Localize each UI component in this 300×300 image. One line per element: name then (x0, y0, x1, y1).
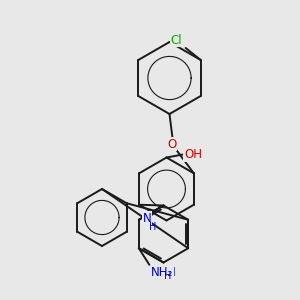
Text: H: H (149, 222, 156, 232)
Text: N: N (142, 212, 151, 225)
Text: O: O (167, 137, 176, 151)
Text: OH: OH (184, 148, 202, 161)
Text: Cl: Cl (170, 34, 182, 46)
Text: H: H (164, 271, 171, 281)
Text: NH₂: NH₂ (151, 266, 173, 279)
Text: N: N (167, 266, 175, 279)
